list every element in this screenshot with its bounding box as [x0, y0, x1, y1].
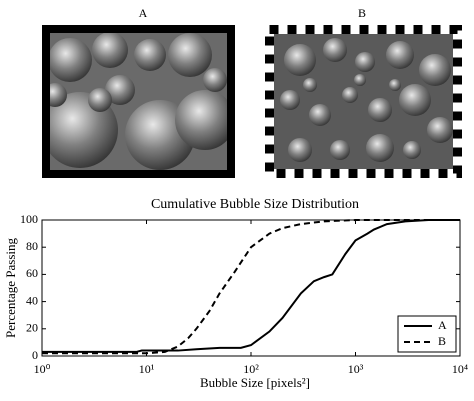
y-tick-label: 80: [26, 239, 38, 253]
panel-label: B: [358, 6, 366, 20]
image-b: [265, 25, 462, 178]
series-line: [42, 219, 460, 355]
y-tick-label: 100: [20, 212, 38, 226]
x-tick-label: 10³: [348, 362, 364, 376]
plot-frame: [41, 219, 461, 357]
chart-title: Cumulative Bubble Size Distribution: [151, 197, 359, 212]
y-tick-label: 60: [26, 266, 38, 280]
legend-box: [397, 315, 457, 353]
x-axis-label: Bubble Size [pixels²]: [200, 375, 310, 390]
x-tick-label: 10⁰: [34, 362, 51, 376]
legend-label: B: [438, 334, 446, 348]
legend-label: A: [438, 318, 447, 332]
x-tick-label: 10¹: [139, 362, 155, 376]
y-tick-label: 0: [32, 348, 38, 362]
y-tick-label: 40: [26, 293, 38, 307]
series-line: [42, 219, 460, 353]
x-tick-label: 10²: [243, 362, 259, 376]
panel-label: A: [139, 6, 148, 20]
y-axis-label: Percentage Passing: [3, 238, 18, 339]
y-tick-label: 20: [26, 321, 38, 335]
x-tick-label: 10⁴: [452, 362, 468, 376]
image-a: [42, 25, 235, 178]
